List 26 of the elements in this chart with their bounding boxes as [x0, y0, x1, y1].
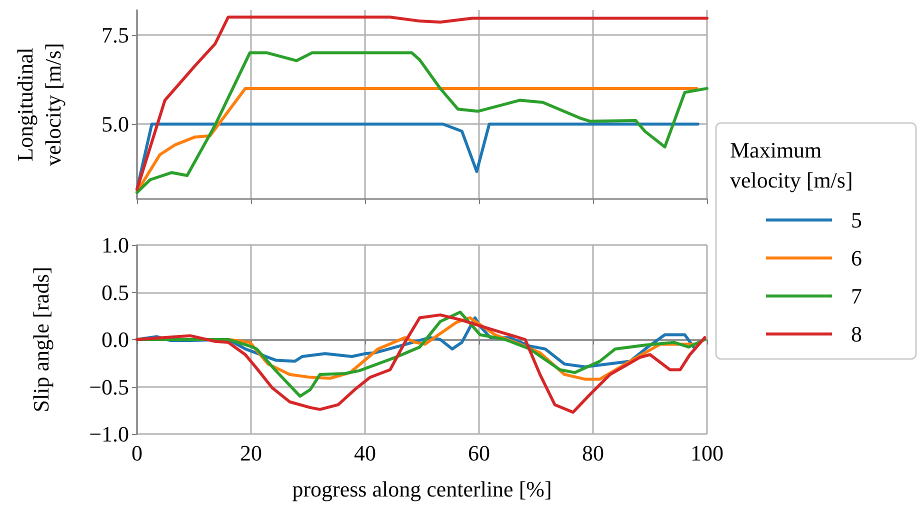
line-series	[136, 122, 700, 191]
line-series	[136, 313, 706, 414]
x-tick-label: 40	[354, 440, 376, 466]
line-series	[136, 16, 708, 191]
y-axis-title: Longitudinal velocity [m/s]	[12, 43, 66, 166]
legend-label: 7	[851, 284, 862, 308]
y-tick-label: −1.0	[89, 422, 129, 446]
y-tick-label: 0.0	[102, 327, 129, 352]
x-tick-label: 0	[132, 440, 142, 466]
x-tick-label: 80	[582, 440, 604, 466]
line-series	[136, 86, 698, 194]
y-tick-label: −0.5	[89, 374, 129, 400]
x-axis-title: progress along centerline [%]	[292, 476, 552, 502]
legend-label: 8	[851, 322, 862, 346]
x-tick-label: 60	[468, 440, 490, 466]
x-tick-label: 100	[690, 440, 724, 466]
legend-label: 5	[851, 208, 862, 232]
x-tick-label: 20	[240, 440, 262, 466]
y-tick-label: 0.5	[102, 280, 129, 305]
line-series	[136, 51, 708, 194]
y-tick-label: 5.0	[102, 112, 129, 137]
legend-title: Maximum velocity [m/s]	[730, 138, 853, 192]
y-tick-label: 7.5	[102, 22, 129, 48]
y-axis-title: Slip angle [rads]	[28, 266, 54, 412]
legend-label: 6	[851, 246, 862, 270]
y-tick-label: 1.0	[102, 232, 129, 258]
